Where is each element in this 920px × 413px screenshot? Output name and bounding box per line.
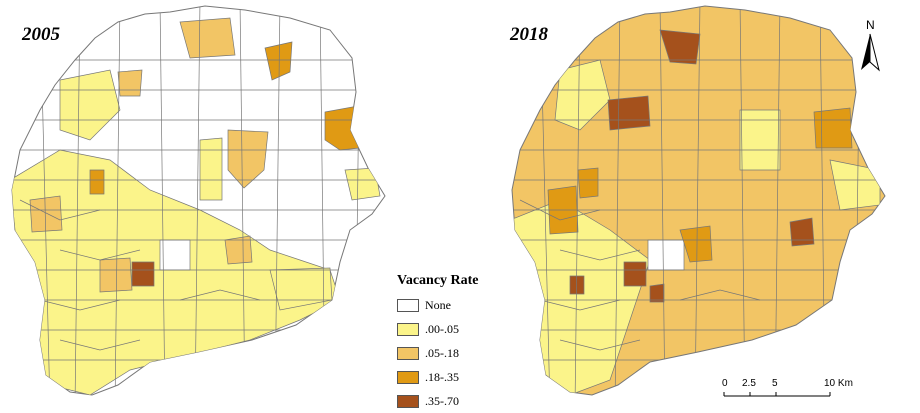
scale-label-0: 0: [722, 378, 728, 389]
district-fill: [324, 105, 361, 151]
legend-label: .00-.05: [425, 321, 459, 336]
legend-swatch: [397, 370, 419, 384]
legend-item-low: .00-.05: [397, 317, 507, 341]
district-fill: [224, 235, 253, 265]
scale-label-5: 5: [772, 378, 778, 389]
district-fill: [227, 129, 269, 189]
district-fill: [117, 69, 143, 97]
district-fill: [623, 261, 647, 287]
district-fill: [607, 95, 651, 131]
district-fill: [569, 275, 585, 295]
legend-item-mid: .05-.18: [397, 341, 507, 365]
north-arrow: N: [855, 18, 885, 78]
district-fill: [813, 107, 853, 149]
district-fill: [159, 239, 191, 271]
legend-swatch: [397, 346, 419, 360]
scale-label-10: 10 Km: [824, 378, 853, 389]
district-fill: [577, 167, 599, 199]
legend: Vacancy Rate None .00-.05 .05-.18 .18-.3…: [397, 273, 507, 413]
map-2018: [511, 5, 886, 396]
legend-item-none: None: [397, 293, 507, 317]
district-fill: [789, 217, 815, 247]
legend-item-max: .35-.70: [397, 389, 507, 413]
district-fill: [679, 225, 713, 263]
north-arrow-icon: [861, 33, 880, 72]
map-2005: [11, 5, 386, 396]
district-fill: [554, 59, 611, 131]
scale-bar: 0 2.5 5 10 Km: [712, 378, 862, 403]
district-fill: [179, 17, 236, 59]
legend-swatch: [397, 322, 419, 336]
district-fill: [59, 69, 121, 141]
north-letter: N: [866, 18, 875, 32]
legend-item-high: .18-.35: [397, 365, 507, 389]
district-fill: [29, 195, 63, 233]
district-fill: [99, 257, 133, 293]
district-fill: [131, 261, 155, 287]
legend-label: .05-.18: [425, 345, 459, 360]
legend-swatch: [397, 298, 419, 312]
legend-label: .18-.35: [425, 369, 459, 384]
district-fill: [264, 41, 293, 81]
panel-title-2018: 2018: [510, 24, 548, 45]
district-fill: [649, 283, 665, 303]
scale-bar-line: [723, 392, 831, 397]
panel-title-2005: 2005: [22, 24, 60, 45]
legend-swatch: [397, 394, 419, 408]
district-fill: [89, 169, 105, 195]
district-fill: [647, 239, 685, 271]
legend-label: .35-.70: [425, 393, 459, 408]
district-fill: [659, 29, 701, 65]
legend-label: None: [425, 297, 451, 312]
legend-title: Vacancy Rate: [397, 273, 479, 288]
district-fill: [739, 109, 781, 171]
district-fill: [199, 137, 223, 201]
district-fill: [344, 167, 381, 201]
scale-label-2-5: 2.5: [742, 378, 756, 389]
